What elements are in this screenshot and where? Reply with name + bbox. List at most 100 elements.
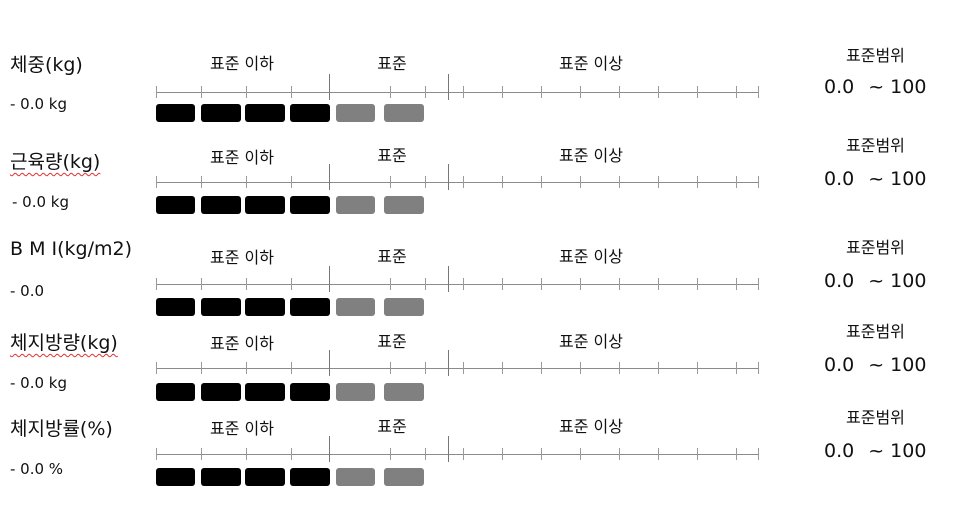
scale-tick [758, 448, 759, 460]
scale-tick [580, 448, 581, 460]
segment-filled [156, 383, 195, 401]
zone-divider [329, 266, 330, 292]
range-max: 100 [890, 440, 927, 462]
scale-tick [502, 448, 503, 460]
segment-filled [201, 104, 241, 122]
scale-tick [463, 176, 464, 188]
scale-tick [156, 278, 157, 290]
zone-label-above: 표준 이상 [559, 247, 623, 266]
metric-name: B M I(kg/m2) [10, 238, 132, 260]
scale-tick [463, 448, 464, 460]
segment-unfilled [384, 468, 424, 486]
zone-label-below: 표준 이하 [210, 334, 274, 353]
scale-tick [246, 362, 247, 374]
scale-tick [502, 278, 503, 290]
metric-name: 체중(kg) [10, 54, 83, 76]
axis-line [156, 92, 758, 93]
scale-tick [758, 278, 759, 290]
scale-tick [541, 278, 542, 290]
scale-tick [658, 86, 659, 98]
zone-label-below: 표준 이하 [210, 419, 274, 438]
segment-unfilled [384, 298, 424, 316]
range-values: 0.0 ~100 [824, 168, 926, 190]
segment-filled [245, 196, 285, 214]
range-title: 표준범위 [846, 322, 905, 341]
scale-tick [390, 448, 391, 460]
segment-unfilled [336, 196, 375, 214]
metric-name: 체지방량(kg) [10, 332, 118, 354]
segment-unfilled [336, 383, 375, 401]
range-title: 표준범위 [846, 238, 905, 257]
scale-tick [390, 176, 391, 188]
segment-filled [201, 468, 241, 486]
segment-unfilled [384, 196, 424, 214]
range-min: 0.0 [824, 76, 855, 98]
zone-divider [448, 266, 449, 292]
scale-tick [658, 362, 659, 374]
scale-tick [246, 278, 247, 290]
zone-label-above: 표준 이상 [559, 417, 623, 436]
segment-unfilled [384, 104, 424, 122]
scale-tick [246, 448, 247, 460]
scale-tick [758, 86, 759, 98]
segment-filled [201, 383, 241, 401]
zone-divider [329, 436, 330, 462]
metric-value: - 0.0 kg [10, 374, 68, 392]
metric-row-bmi: B M I(kg/m2) - 0.0 표준 이하 표준 표준 이상 표준범위 0… [0, 234, 963, 330]
zone-label-above: 표준 이상 [559, 54, 623, 73]
axis-line [156, 182, 758, 183]
range-max: 100 [890, 354, 927, 376]
scale-tick [758, 176, 759, 188]
zone-label-below: 표준 이하 [210, 54, 274, 73]
scale-tick [291, 448, 292, 460]
segment-filled [156, 104, 195, 122]
scale-tick [390, 86, 391, 98]
range-separator: ~ [868, 76, 885, 98]
segment-unfilled [336, 104, 375, 122]
zone-divider [329, 350, 330, 376]
segment-filled [290, 104, 330, 122]
zone-divider [448, 436, 449, 462]
scale-tick [580, 362, 581, 374]
range-title: 표준범위 [846, 46, 905, 65]
metric-row-body-fat-mass: 체지방량(kg) - 0.0 kg 표준 이하 표준 표준 이상 표준범위 0.… [0, 318, 963, 414]
zone-label-below: 표준 이하 [210, 248, 274, 267]
scale-tick [425, 448, 426, 460]
scale-tick [201, 176, 202, 188]
scale-tick [425, 86, 426, 98]
range-max: 100 [890, 168, 927, 190]
scale-tick [201, 448, 202, 460]
scale-axis [156, 266, 759, 294]
segment-filled [245, 104, 285, 122]
scale-tick [619, 278, 620, 290]
scale-tick [463, 362, 464, 374]
range-values: 0.0 ~100 [824, 440, 926, 462]
scale-tick [246, 86, 247, 98]
scale-axis [156, 74, 759, 102]
scale-tick [156, 362, 157, 374]
scale-tick [502, 86, 503, 98]
segment-filled [245, 383, 285, 401]
range-min: 0.0 [824, 168, 855, 190]
metric-row-weight: 체중(kg) - 0.0 kg 표준 이하 표준 표준 이상 표준범위 0.0 ~… [0, 38, 963, 134]
scale-tick [736, 176, 737, 188]
scale-tick [658, 448, 659, 460]
scale-tick [463, 278, 464, 290]
scale-tick [291, 362, 292, 374]
metric-name: 체지방률(%) [10, 418, 113, 440]
zone-label-normal: 표준 [377, 247, 407, 266]
zone-divider [448, 350, 449, 376]
scale-tick [390, 278, 391, 290]
scale-tick [697, 86, 698, 98]
scale-axis [156, 436, 759, 464]
scale-tick [697, 278, 698, 290]
segment-unfilled [336, 298, 375, 316]
range-min: 0.0 [824, 440, 855, 462]
scale-tick [502, 362, 503, 374]
zone-divider [448, 74, 449, 100]
segment-filled [201, 196, 241, 214]
range-values: 0.0 ~100 [824, 354, 926, 376]
scale-tick [758, 362, 759, 374]
scale-tick [580, 176, 581, 188]
metric-value: - 0.0 % [10, 460, 64, 478]
